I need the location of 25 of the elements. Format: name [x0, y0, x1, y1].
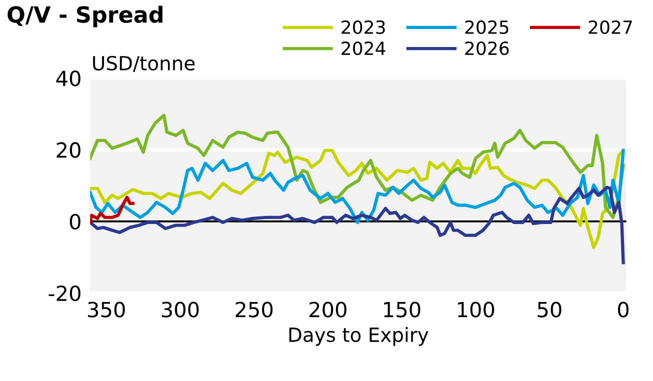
- legend-label: 2025: [465, 20, 508, 34]
- chart-title: Q/V - Spread: [8, 6, 162, 28]
- x-axis-title: Days to Expiry: [289, 327, 428, 346]
- y-tick-label: 20: [56, 142, 80, 158]
- x-tick-label: 300: [162, 302, 199, 318]
- line-series: [90, 148, 624, 250]
- line-series: [90, 196, 135, 224]
- legend-label: 2027: [588, 20, 632, 34]
- legend-label: 2023: [342, 20, 385, 34]
- x-tick-label: 0: [618, 302, 629, 318]
- x-tick-label: 200: [310, 302, 346, 318]
- x-tick-label: 50: [538, 302, 562, 318]
- line-series: [90, 148, 625, 224]
- line-series: [90, 186, 625, 264]
- y-tick-label: -20: [48, 285, 80, 302]
- legend-label: 2024: [342, 41, 386, 56]
- line-series: [90, 114, 625, 220]
- legend-label: 2026: [465, 41, 509, 56]
- x-tick-label: 150: [384, 302, 420, 318]
- y-tick-label: 40: [56, 70, 80, 86]
- x-tick-label: 100: [458, 302, 494, 318]
- y-axis-title: USD/tonne: [93, 56, 195, 72]
- x-tick-label: 250: [236, 302, 273, 318]
- x-tick-label: 350: [88, 302, 125, 318]
- y-tick-label: 0: [70, 214, 80, 230]
